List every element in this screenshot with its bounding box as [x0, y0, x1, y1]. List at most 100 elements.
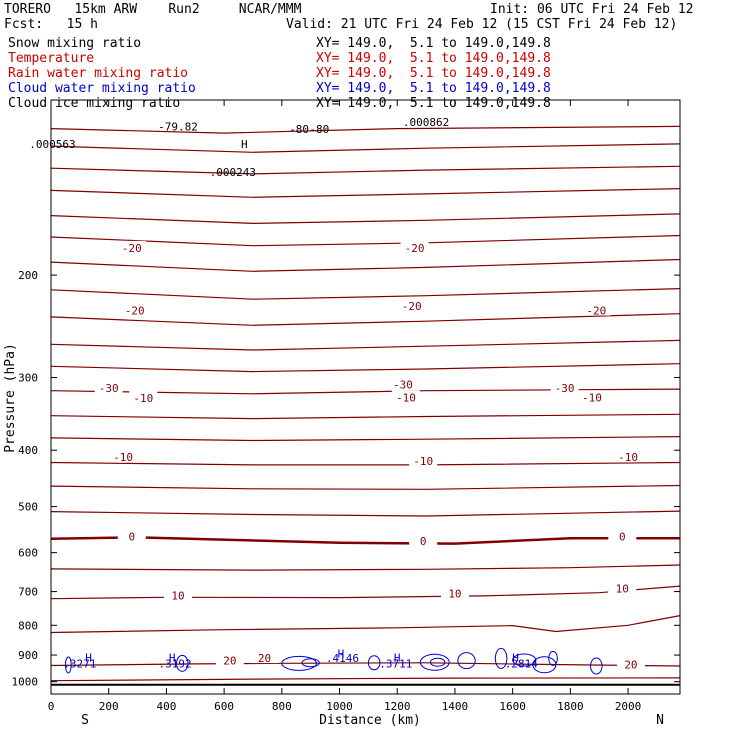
legend-temperature-xy: XY= 149.0, 5.1 to 149.0,149.8 — [316, 51, 551, 66]
y-tick-label: 900 — [18, 649, 38, 662]
x-tick-label: 1200 — [384, 700, 411, 713]
temperature-label-bg — [120, 303, 149, 316]
high-marker: H — [85, 652, 92, 665]
temperature-label-bg — [608, 581, 637, 594]
legend-snow-xy: XY= 149.0, 5.1 to 149.0,149.8 — [316, 36, 551, 51]
south-label: S — [81, 713, 89, 728]
forecast-hour: Fcst: 15 h — [4, 17, 98, 32]
temperature-contour — [50, 143, 681, 153]
cloud-water-max-label: .3711 — [379, 658, 412, 671]
temperature-label: 10 — [616, 582, 629, 595]
temperature-label-bg — [440, 586, 469, 599]
cloud-water-contour — [532, 656, 557, 674]
valid-time: Valid: 21 UTC Fri 24 Feb 12 (15 CST Fri … — [286, 17, 678, 32]
top-annotation: .000862 — [403, 116, 449, 129]
temperature-label-bg — [163, 588, 192, 601]
top-annotation: -80 — [289, 123, 309, 136]
temperature-label: -10 — [413, 455, 433, 468]
temperature-label-bg — [94, 380, 123, 393]
temperature-contour — [50, 125, 681, 134]
cloud-water-max-label: .2814 — [505, 658, 538, 671]
temperature-label-bg — [117, 529, 146, 542]
cloud-water-max-label: .3271 — [63, 658, 96, 671]
high-marker: H — [169, 652, 176, 665]
high-marker: H — [394, 652, 401, 665]
cloud-water-contour — [281, 655, 317, 671]
y-tick-label: 700 — [18, 586, 38, 599]
temperature-contour — [50, 288, 681, 300]
temperature-contours — [50, 125, 681, 686]
top-annotation: -79.82 — [158, 121, 198, 134]
cloud-water-contour — [590, 657, 603, 675]
top-annotation: .000563 — [29, 138, 75, 151]
temperature-contour — [50, 564, 681, 571]
y-tick-label: 200 — [18, 269, 38, 282]
high-marker: H — [338, 648, 345, 661]
temperature-contour — [50, 677, 681, 682]
temperature-label-bg — [129, 391, 158, 404]
temperature-contour — [50, 585, 681, 600]
x-tick-label: 800 — [272, 700, 292, 713]
temperature-contour — [50, 615, 681, 634]
init-time: Init: 06 UTC Fri 24 Feb 12 — [490, 2, 694, 17]
legend-cloudwater-label: Cloud water mixing ratio — [8, 81, 196, 96]
legend-rain-label: Rain water mixing ratio — [8, 66, 189, 81]
temperature-label-bg — [616, 657, 645, 670]
temperature-label: 20 — [624, 659, 637, 672]
temperature-label: 0 — [420, 535, 427, 548]
y-tick-label: 400 — [18, 444, 38, 457]
top-annotation: -80 — [309, 123, 329, 136]
temperature-contour — [50, 234, 681, 247]
temperature-label: 10 — [448, 588, 461, 601]
cloud-water-contour — [176, 654, 189, 672]
temperature-label: -10 — [113, 451, 133, 464]
temperature-label-bg — [250, 651, 279, 664]
temperature-label-bg — [577, 390, 606, 403]
temperature-label-bg — [109, 449, 138, 462]
temperature-label: -20 — [405, 242, 425, 255]
y-tick-label: 600 — [18, 547, 38, 560]
temperature-label: -30 — [393, 379, 413, 392]
x-tick-label: 400 — [156, 700, 176, 713]
cloud-water-contour — [512, 653, 537, 667]
cloud-water-contour — [548, 650, 558, 666]
temperature-label-bg — [550, 380, 579, 393]
cloud-water-max-label: .4146 — [326, 652, 359, 665]
temperature-label: -20 — [586, 305, 606, 318]
legend-snow-label: Snow mixing ratio — [8, 36, 142, 51]
high-marker: H — [512, 652, 519, 665]
cloud-water-contour — [429, 657, 446, 667]
cloud-water-contour — [494, 647, 508, 669]
north-label: N — [656, 713, 664, 728]
temperature-label-bg — [582, 303, 611, 316]
temperature-contour — [50, 484, 681, 490]
temperature-label: -10 — [396, 391, 416, 404]
temperature-label-bg — [409, 454, 438, 467]
temperature-label: -10 — [618, 451, 638, 464]
cloud-water-contour — [301, 658, 320, 668]
cloud-water-contours — [64, 647, 603, 675]
temperature-label-bg — [215, 653, 244, 666]
temperature-contour — [50, 339, 681, 351]
y-axis-label: Pressure (hPa) — [3, 343, 18, 453]
x-tick-label: 0 — [48, 700, 55, 713]
temperature-label: -30 — [555, 382, 575, 395]
temperature-contour — [50, 436, 681, 442]
temperature-contour — [50, 213, 681, 225]
axes: 0 200 400 600 800 1000 1200 1400 1600 1800 2000200… — [12, 100, 680, 713]
temperature-contour — [50, 165, 681, 175]
temperature-label: -20 — [122, 242, 142, 255]
cloud-water-max-label: .3192 — [159, 658, 192, 671]
y-tick-label: 300 — [18, 372, 38, 385]
temperature-label-bg — [391, 390, 420, 403]
top-annotation: .000243 — [210, 166, 256, 179]
temperature-label-bg — [397, 299, 426, 312]
temperature-label: 10 — [171, 589, 184, 602]
temperature-contour — [50, 313, 681, 326]
legend-temperature-label: Temperature — [8, 51, 95, 66]
x-tick-label: 1400 — [442, 700, 469, 713]
temperature-contour — [50, 188, 681, 198]
cloud-water-contour — [419, 653, 450, 671]
temperature-contour — [50, 363, 681, 373]
temperature-label: -30 — [99, 382, 119, 395]
